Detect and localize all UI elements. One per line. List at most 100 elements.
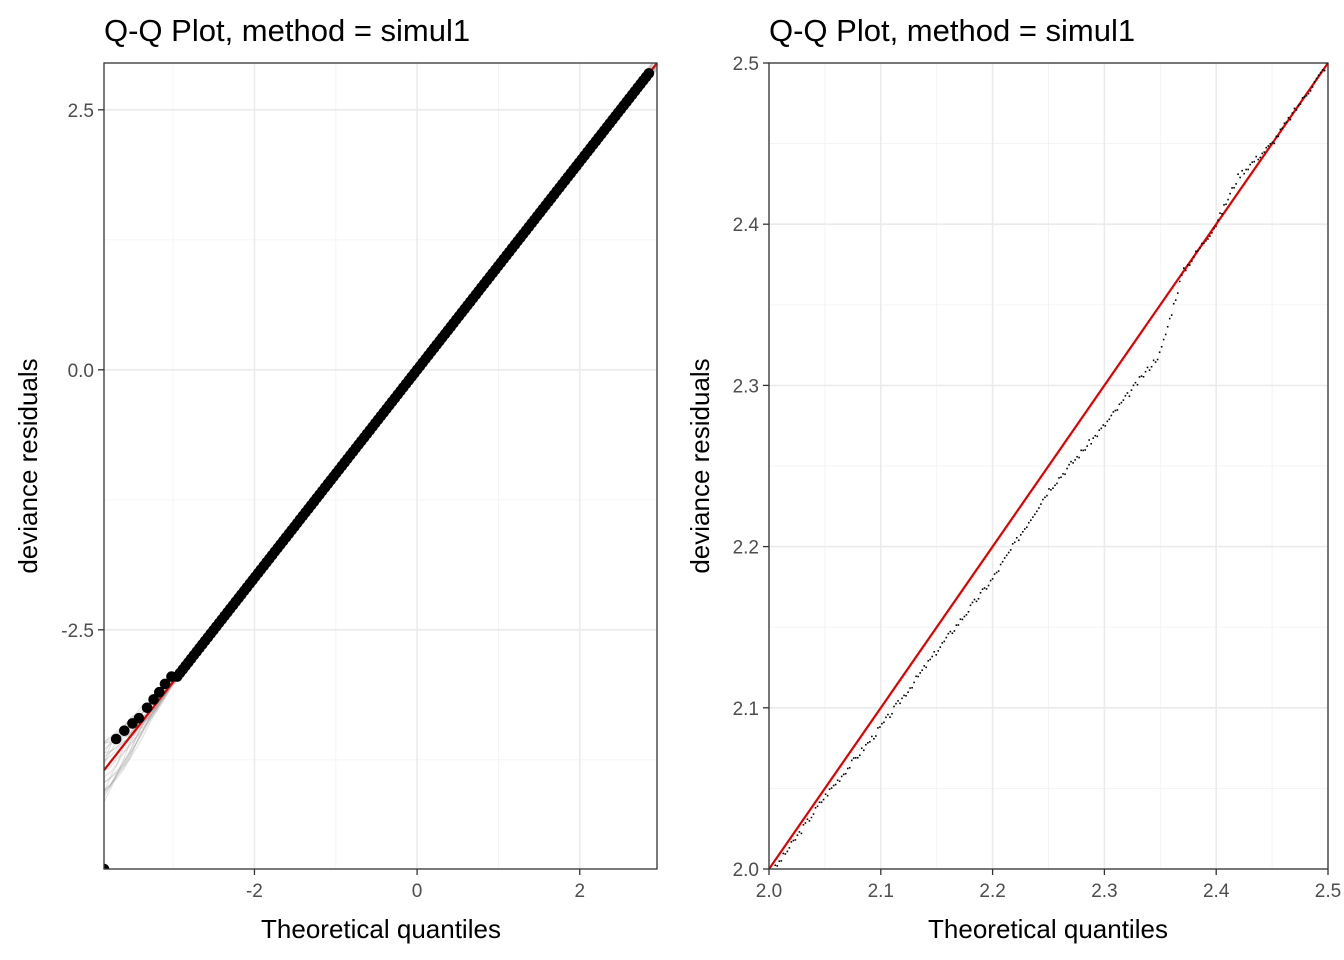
data-point [834,783,837,786]
data-point [911,686,913,689]
data-point [1223,204,1225,206]
data-point [1154,361,1157,363]
data-point [1013,541,1016,544]
data-point [159,678,171,690]
data-point [1084,449,1086,451]
data-point [1247,168,1249,171]
data-point [1207,238,1209,240]
data-point [1056,482,1058,485]
data-point [824,793,827,795]
data-point [1086,445,1088,447]
data-point [1066,467,1068,470]
data-point [772,872,774,874]
data-point [104,863,110,869]
data-point [1215,225,1217,228]
data-point [927,660,930,662]
data-point [1015,537,1018,539]
data-point [643,68,655,79]
data-point [1028,521,1030,524]
data-point [903,694,905,697]
data-point [953,630,956,632]
data-point [786,850,789,853]
data-point [1011,543,1014,545]
data-point [808,820,811,822]
data-point [907,691,909,693]
data-point [1201,242,1203,245]
data-point [1245,168,1247,171]
data-point [776,865,779,867]
data-point [1032,516,1034,518]
data-point [961,618,964,621]
data-point [1064,473,1066,476]
data-point [1265,146,1268,149]
data-point [1283,122,1286,125]
data-point [991,578,994,580]
data-point [1062,472,1064,475]
data-point [875,735,877,737]
data-point [846,767,849,770]
data-point [979,592,982,594]
data-point [1259,156,1262,159]
left-x-axis: -2 0 2 [246,869,585,902]
data-point [1023,528,1026,530]
data-point [1003,557,1006,559]
data-point [1052,487,1054,490]
data-point [1297,104,1300,107]
data-point [1174,299,1177,301]
data-point [863,749,865,752]
data-point [963,615,966,618]
data-point [885,716,887,719]
data-point [119,725,130,736]
data-point [1277,135,1280,138]
right-qq-panel: Q-Q Plot, method = simul1 2.0 2.1 2.2 2.3 2.… [685,13,1341,944]
data-point [1317,74,1320,77]
left-y-tick-label: 0.0 [68,361,94,382]
data-point [1044,496,1046,499]
data-point [1130,389,1133,391]
data-point [989,579,992,582]
data-point [967,611,970,613]
data-point [939,646,942,648]
data-point [1007,551,1010,554]
right-x-axis: 2.0 2.1 2.2 2.3 2.4 2.5 [756,869,1341,902]
data-point [1279,128,1282,131]
left-x-tick-label: -2 [246,881,263,902]
data-point [1116,409,1119,411]
data-point [1211,232,1213,234]
right-x-tick-label: 2.4 [1203,881,1230,902]
data-point [782,852,785,855]
data-point [1209,235,1211,237]
data-point [935,654,938,656]
data-point [1060,476,1062,479]
data-point [1195,250,1197,253]
data-point [975,600,978,603]
data-point [877,727,879,729]
simulation-envelope-trace [104,68,657,792]
data-point [957,624,960,626]
data-point [810,816,813,819]
right-x-axis-label: Theoretical quantiles [928,914,1168,944]
right-x-tick-label: 2.2 [979,881,1005,902]
data-point [1199,247,1201,249]
data-point [133,712,145,724]
data-point [1243,172,1245,175]
data-point [987,584,990,587]
data-point [1162,338,1165,341]
data-point [999,563,1002,566]
data-point [1193,256,1195,259]
data-point [1076,455,1078,458]
left-chart-title: Q-Q Plot, method = simul1 [104,13,470,48]
left-x-axis-label: Theoretical quantiles [261,914,501,944]
data-point [981,588,984,591]
data-point [1182,267,1185,269]
data-point [1217,219,1219,221]
data-point [915,675,917,678]
data-point [1005,554,1008,557]
data-point [1241,169,1243,172]
data-point [812,813,815,815]
data-point [852,757,855,759]
data-point [1249,163,1251,166]
data-point [148,694,159,705]
data-point [1160,345,1163,348]
data-point [965,614,968,616]
